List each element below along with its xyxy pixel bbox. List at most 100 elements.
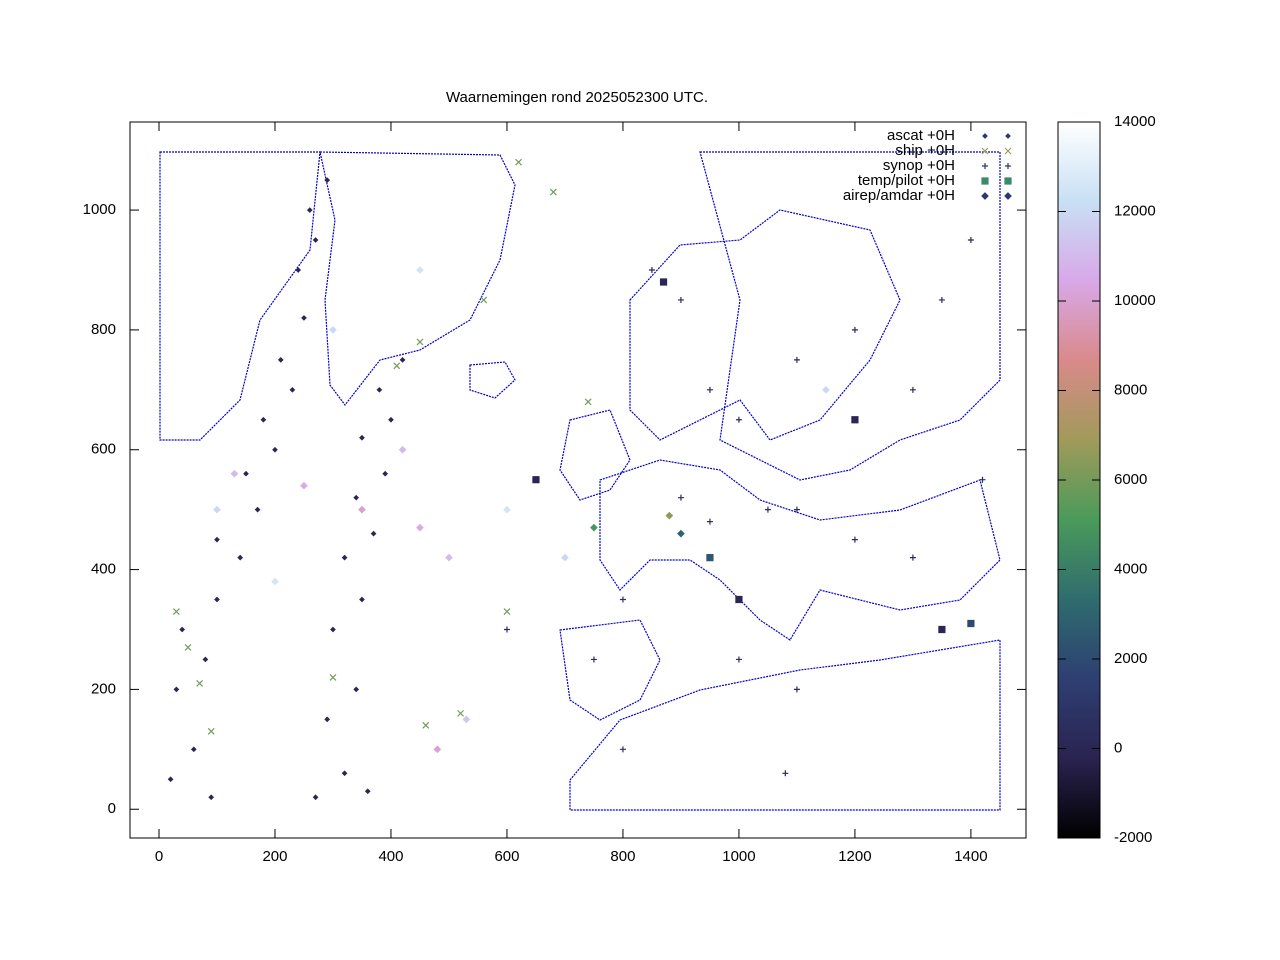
point [237, 554, 244, 561]
point [938, 625, 946, 634]
point [706, 553, 714, 562]
point [398, 445, 407, 454]
x-tick-label: 1200 [838, 848, 871, 865]
colorbar-label: 2000 [1114, 650, 1147, 667]
point [706, 518, 713, 525]
point [515, 158, 522, 166]
point [422, 721, 430, 729]
colorbar-label: 0 [1114, 739, 1122, 756]
point [271, 577, 279, 586]
point [416, 338, 424, 346]
point [306, 207, 313, 213]
point [300, 481, 308, 490]
point [376, 386, 383, 393]
legend-label: ship +0H [895, 142, 955, 159]
legend-marker [1004, 147, 1012, 155]
point [179, 626, 186, 633]
x-tick-label: 200 [262, 848, 287, 865]
point [851, 536, 858, 543]
colorbar-label: 6000 [1114, 471, 1147, 488]
point [312, 237, 319, 243]
point [735, 656, 742, 663]
point [706, 386, 713, 393]
legend-label: temp/pilot +0H [858, 172, 955, 189]
point [619, 596, 626, 603]
y-tick-label: 400 [91, 561, 116, 578]
point [207, 727, 215, 735]
point [341, 554, 348, 561]
point [370, 530, 377, 537]
point [909, 554, 916, 561]
y-tick-label: 600 [91, 441, 116, 458]
point [503, 505, 511, 514]
point [329, 326, 337, 334]
coastlines [159, 151, 1001, 811]
y-tick-label: 800 [91, 321, 116, 338]
point [938, 296, 945, 303]
point [793, 356, 800, 363]
point [341, 770, 348, 777]
point [619, 746, 626, 753]
point [909, 386, 916, 393]
point [173, 686, 180, 693]
point [503, 626, 510, 633]
point [190, 746, 197, 753]
point [214, 596, 220, 603]
point [677, 494, 684, 501]
legend-label: airep/amdar +0H [843, 187, 955, 204]
y-tick-label: 200 [91, 680, 116, 697]
point [324, 177, 331, 183]
point [648, 266, 655, 273]
point [416, 266, 424, 274]
point [353, 686, 360, 693]
point [480, 296, 488, 304]
point [184, 644, 192, 651]
point [312, 794, 319, 801]
point [167, 776, 174, 783]
point [393, 362, 401, 370]
point [735, 595, 743, 604]
legend-marker [981, 147, 989, 155]
point [358, 505, 366, 514]
point [851, 416, 859, 424]
point [388, 416, 394, 423]
point [445, 553, 453, 562]
point [399, 357, 406, 363]
point [503, 608, 511, 615]
colorbar-label: 12000 [1114, 202, 1156, 219]
point [364, 788, 371, 795]
legend-marker [1004, 192, 1012, 200]
legend-marker [1005, 163, 1011, 169]
point [416, 523, 424, 532]
y-tick-label: 1000 [83, 201, 116, 218]
point [208, 794, 215, 801]
point [584, 398, 592, 406]
marks [167, 133, 1012, 801]
point [735, 416, 742, 423]
x-tick-label: 0 [155, 848, 163, 865]
colorbar-label: 4000 [1114, 560, 1147, 577]
point [793, 506, 800, 513]
y-tick-label: 0 [108, 800, 116, 817]
point [764, 506, 771, 513]
colorbar-label: -2000 [1114, 829, 1152, 846]
point [382, 470, 389, 477]
plot-frame [129, 121, 1027, 839]
x-tick-label: 800 [610, 848, 635, 865]
point [295, 267, 302, 273]
point [433, 745, 442, 754]
point [822, 385, 830, 394]
point [243, 470, 249, 477]
legend-marker [982, 133, 988, 139]
legend-marker [981, 192, 989, 200]
point [665, 511, 674, 520]
legend-label: ascat +0H [887, 127, 955, 144]
legend-label: synop +0H [883, 157, 955, 174]
point [677, 296, 684, 303]
x-tick-label: 600 [494, 848, 519, 865]
point [851, 326, 858, 333]
chart-title: Waarnemingen rond 2025052300 UTC. [446, 89, 708, 106]
point [462, 715, 471, 724]
point [230, 469, 239, 478]
